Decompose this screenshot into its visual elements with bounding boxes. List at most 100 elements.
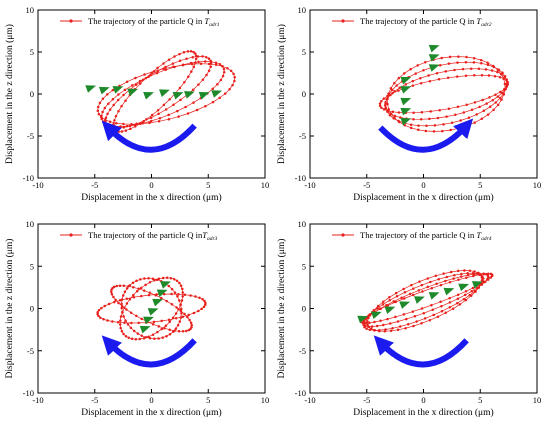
trajectory-point (122, 126, 126, 129)
trajectory-point (503, 75, 507, 78)
trajectory-point (435, 282, 438, 286)
trajectory-point (128, 124, 132, 128)
trajectory-point (480, 279, 484, 282)
trajectory-point (167, 284, 171, 288)
trajectory-point (171, 330, 175, 333)
velocity-arrow (428, 292, 440, 300)
trajectory-point (181, 315, 185, 318)
trajectory-point (177, 115, 180, 118)
trajectory-point (173, 291, 177, 294)
trajectory-point (506, 83, 510, 86)
velocity-arrow (357, 315, 369, 324)
trajectory-point (97, 314, 100, 318)
trajectory-point (402, 297, 406, 300)
trajectory-point (135, 279, 138, 283)
trajectory-point (171, 316, 175, 320)
x-tick-label: -10 (32, 180, 43, 190)
trajectory-point (207, 69, 211, 72)
trajectory-point (117, 93, 120, 96)
trajectory-point (106, 319, 109, 322)
trajectory-point (157, 112, 160, 116)
trajectory-point (179, 303, 182, 306)
velocity-arrow (159, 89, 170, 97)
trajectory-point (375, 324, 379, 328)
trajectory-point (138, 82, 142, 85)
trajectory-point (180, 307, 183, 311)
trajectory-point (365, 327, 368, 330)
rotation-arrow (373, 335, 469, 368)
trajectory-point (181, 295, 184, 298)
y-tick-label: 0 (302, 89, 306, 99)
trajectory-point (420, 283, 424, 287)
trajectory-point (492, 108, 495, 112)
trajectory-point (113, 300, 116, 304)
trajectory-point (404, 83, 408, 86)
trajectory-point (394, 315, 397, 319)
trajectory-point (398, 325, 402, 328)
trajectory-point (386, 102, 389, 106)
x-tick-label: -10 (304, 180, 315, 190)
legend: The trajectory of the particle Q in Tadr… (60, 16, 220, 28)
trajectory-point (472, 56, 476, 60)
trajectory-point (378, 104, 382, 108)
trajectory-point (170, 303, 174, 306)
x-tick-label: 5 (206, 395, 210, 405)
trajectory-point (176, 295, 179, 298)
trajectory-point (204, 301, 207, 305)
velocity-arrow (184, 91, 195, 99)
trajectory-point (415, 320, 418, 323)
trajectory-point (129, 311, 133, 314)
trajectory-point (381, 303, 385, 306)
trajectory-point (444, 70, 448, 73)
legend-marker (69, 233, 73, 237)
trajectory-point (130, 123, 133, 126)
trajectory-point (167, 58, 171, 61)
velocity-arrow (152, 298, 164, 307)
trajectory-point (97, 308, 101, 312)
trajectory-point (421, 290, 424, 293)
trajectory-point (122, 284, 126, 288)
trajectory-point (368, 321, 371, 325)
trajectory-point (417, 124, 420, 127)
trajectory-point (473, 121, 476, 124)
y-tick-label: 10 (26, 219, 35, 229)
trajectory-point (475, 113, 478, 116)
trajectory-point (494, 93, 497, 96)
trajectory-point (391, 327, 394, 330)
velocity-arrow (85, 85, 97, 93)
trajectory-point (436, 116, 440, 120)
trajectory-point (192, 101, 195, 104)
trajectory-point (388, 296, 391, 299)
legend: The trajectory of the particle Q in Tadr… (332, 230, 492, 242)
trajectory-point (170, 292, 173, 296)
trajectory-point (412, 324, 415, 328)
trajectory-point (411, 84, 415, 87)
trajectory-point (147, 293, 151, 297)
trajectory-point (180, 299, 184, 302)
trajectory-point (376, 304, 380, 308)
trajectory-point (203, 299, 206, 303)
trajectory-point (189, 294, 192, 297)
trajectory-point (155, 71, 159, 75)
trajectory-point (112, 122, 115, 126)
trajectory-point (438, 108, 441, 112)
trajectory-point (496, 68, 500, 72)
trajectory-point (117, 130, 120, 133)
trajectory-point (101, 120, 105, 123)
trajectory-point (231, 83, 234, 87)
trajectory-point (207, 62, 211, 66)
trajectory-point (128, 297, 132, 301)
velocity-arrow (428, 54, 440, 62)
trajectory-point (362, 323, 365, 327)
trajectory-point (411, 293, 415, 297)
x-tick-label: 5 (478, 395, 482, 405)
trajectory-point (190, 325, 193, 329)
trajectory-point (378, 329, 381, 333)
trajectory-point (161, 336, 164, 339)
trajectory-point (102, 317, 105, 321)
trajectory-point (107, 102, 110, 105)
trajectory-point (156, 108, 160, 112)
trajectory-point (439, 64, 442, 67)
trajectory-point (116, 98, 120, 102)
y-tick-label: 5 (302, 47, 306, 57)
